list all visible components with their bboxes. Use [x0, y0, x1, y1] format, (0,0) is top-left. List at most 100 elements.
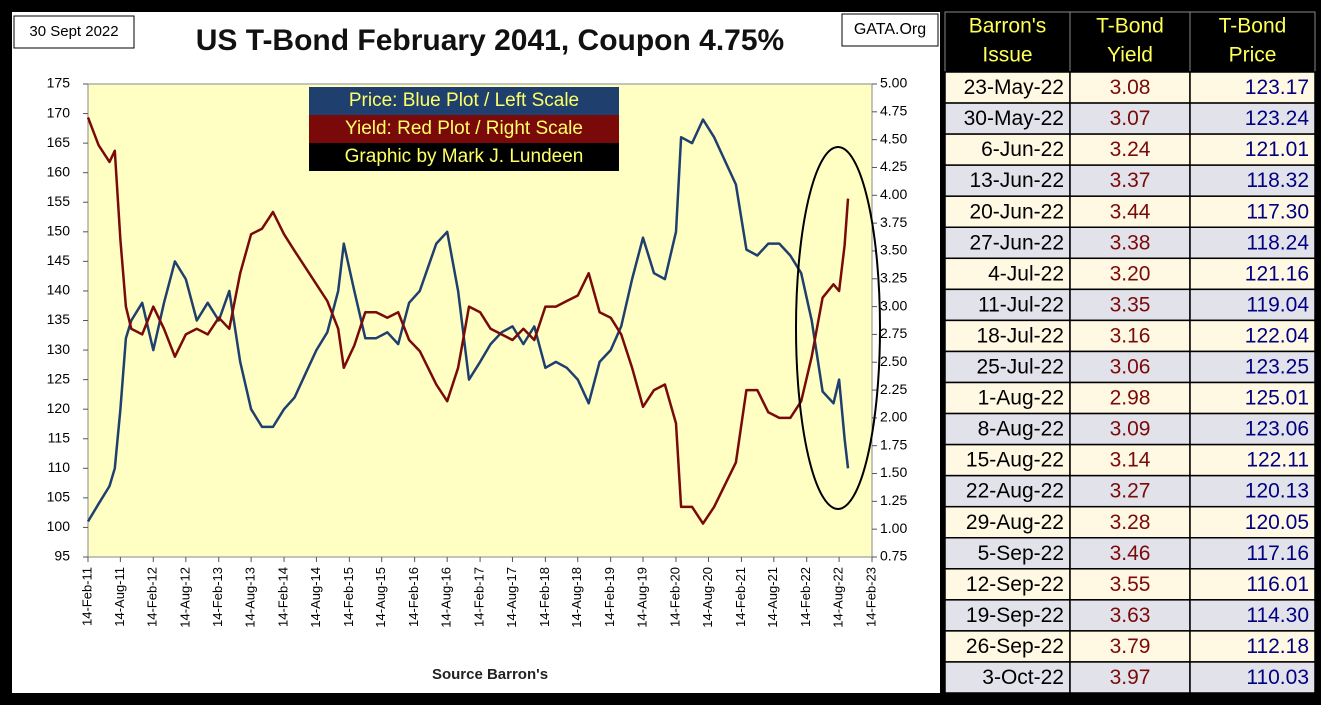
credit: Graphic by Mark J. Lundeen	[345, 146, 584, 167]
table-cell	[1069, 288, 1191, 322]
table-cell-text: 3.37	[1110, 169, 1151, 192]
x-tick-label: 14-Aug-15	[373, 567, 388, 628]
table-cell	[1069, 537, 1191, 570]
date-box	[13, 15, 135, 49]
y-tick-label: 125	[47, 370, 71, 386]
table-cell-text: 3.09	[1110, 418, 1151, 441]
y2-tick-label: 2.75	[880, 325, 907, 341]
table-cell-text: 112.18	[1246, 635, 1309, 658]
y-tick-label: 130	[47, 341, 71, 357]
table-cell-text: 123.25	[1245, 356, 1309, 379]
table-cell	[1069, 102, 1191, 135]
x-tick-label: 14-Aug-13	[243, 567, 258, 628]
table-cell-text: 22-Aug-22	[966, 480, 1064, 503]
x-tick-label: 14-Aug-14	[308, 567, 323, 628]
y-tick-label: 165	[47, 134, 71, 150]
y-tick-label: 140	[47, 282, 71, 298]
x-tick-label: 14-Feb-23	[863, 567, 878, 627]
y-tick-label: 160	[47, 163, 71, 179]
table-cell-text: 125.01	[1245, 387, 1309, 410]
y2-tick-label: 3.50	[880, 242, 907, 258]
table-cell	[1189, 630, 1316, 663]
table-header-text: Issue	[982, 44, 1032, 67]
y-tick-label: 145	[47, 252, 71, 268]
table-cell	[944, 599, 1071, 632]
table-cell-text: 3-Oct-22	[982, 666, 1064, 689]
x-tick-label: 14-Feb-21	[733, 567, 748, 627]
x-tick-label: 14-Aug-12	[177, 567, 192, 628]
x-tick-label: 14-Feb-17	[472, 567, 487, 627]
y2-tick-label: 4.75	[880, 103, 907, 119]
table-cell	[1069, 505, 1191, 539]
table-cell-text: 2.98	[1110, 387, 1151, 410]
table-cell-text: 3.16	[1110, 324, 1151, 347]
table-cell	[1189, 226, 1316, 260]
x-tick-label: 14-Feb-15	[341, 567, 356, 627]
table-cell	[1189, 195, 1316, 228]
table-cell-text: 3.79	[1110, 635, 1151, 658]
table-cell-text: 18-Jul-22	[976, 324, 1064, 347]
table-cell	[1069, 474, 1191, 508]
y-tick-label: 110	[48, 459, 71, 475]
table-cell-text: 26-Sep-22	[966, 635, 1064, 658]
legend-row	[309, 143, 619, 171]
legend-row	[309, 115, 619, 143]
table-cell	[944, 412, 1071, 446]
table-cell-text: 114.30	[1246, 604, 1309, 627]
y2-tick-label: 2.25	[880, 381, 907, 397]
table-cell-text: 122.11	[1246, 449, 1309, 472]
table-cell-text: 120.13	[1245, 480, 1309, 503]
table-header-cell	[1189, 11, 1316, 73]
table-cell	[944, 443, 1071, 477]
legend-label: Yield: Red Plot / Right Scale	[345, 118, 583, 139]
table-cell-text: 121.16	[1245, 262, 1309, 285]
y-tick-label: 95	[54, 548, 70, 564]
table-cell-text: 116.01	[1246, 573, 1309, 596]
table-cell-text: 123.24	[1245, 107, 1310, 130]
source-badge: GATA.Org	[854, 21, 926, 38]
table-cell-text: 118.32	[1246, 169, 1309, 192]
table-cell	[944, 381, 1071, 415]
table-cell-text: 3.38	[1110, 231, 1151, 254]
table-cell	[1189, 71, 1316, 104]
table-cell	[1069, 412, 1191, 446]
table-cell	[1189, 474, 1316, 508]
table-cell	[944, 505, 1071, 539]
table-cell	[1189, 443, 1316, 477]
table-cell-text: 13-Jun-22	[969, 169, 1064, 192]
table-cell	[1189, 350, 1316, 384]
table-cell-text: 3.28	[1110, 511, 1151, 534]
y2-tick-label: 0.75	[880, 548, 907, 564]
y-tick-label: 150	[47, 223, 71, 239]
x-tick-label: 14-Feb-22	[798, 567, 813, 627]
table-cell-text: 110.03	[1246, 666, 1309, 689]
y-tick-label: 175	[47, 75, 71, 91]
table-cell	[944, 661, 1071, 694]
y-tick-label: 170	[47, 104, 71, 120]
table-cell	[1069, 443, 1191, 477]
y2-tick-label: 2.00	[880, 409, 907, 425]
table-cell	[1069, 71, 1191, 104]
table-cell-text: 19-Sep-22	[966, 604, 1064, 627]
y-tick-label: 135	[47, 311, 71, 327]
table-cell	[1189, 257, 1316, 291]
table-cell-text: 20-Jun-22	[969, 200, 1064, 223]
table-cell-text: 118.24	[1246, 231, 1309, 254]
x-tick-label: 14-Aug-16	[439, 567, 454, 628]
table-cell-text: 123.17	[1245, 76, 1309, 99]
table-header-cell	[944, 11, 1071, 73]
y2-tick-label: 1.00	[880, 520, 907, 536]
x-tick-label: 14-Feb-14	[275, 567, 290, 627]
y2-tick-label: 3.00	[880, 297, 907, 313]
x-tick-label: 14-Feb-16	[406, 567, 421, 627]
table-cell-text: 3.20	[1110, 262, 1151, 285]
table-cell-text: 25-Jul-22	[976, 356, 1064, 379]
table-cell	[1069, 350, 1191, 384]
table-cell-text: 12-Sep-22	[966, 573, 1064, 596]
table-cell-text: 3.35	[1110, 293, 1151, 316]
chart-title: US T-Bond February 2041, Coupon 4.75%	[196, 24, 784, 57]
table-cell-text: 121.01	[1245, 138, 1309, 161]
table-cell-text: 123.06	[1245, 418, 1309, 441]
table-cell-text: 119.04	[1246, 293, 1309, 316]
y2-tick-label: 1.50	[880, 464, 907, 480]
